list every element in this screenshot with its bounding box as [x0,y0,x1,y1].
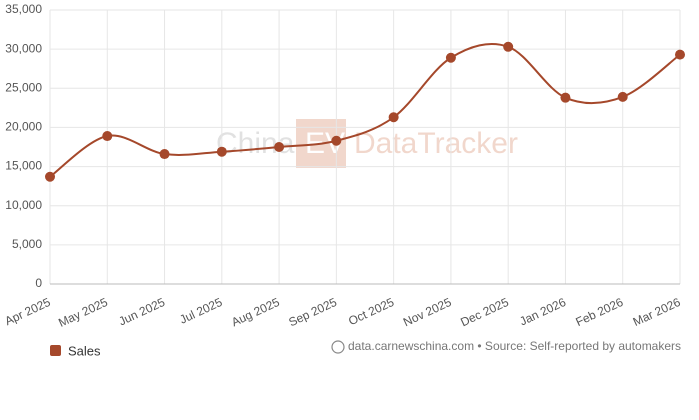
y-tick-label: 10,000 [5,198,42,212]
x-tick-label: Apr 2025 [3,295,53,328]
y-tick-label: 15,000 [5,159,42,173]
x-tick-label: Oct 2025 [346,295,396,328]
point [503,41,514,52]
x-tick-label: Feb 2026 [573,295,625,329]
x-tick-label: Jan 2026 [517,295,568,329]
point [388,112,399,123]
y-tick-label: 0 [35,276,42,290]
point [331,135,342,146]
legend-label: Sales [68,343,101,358]
x-tick-label: Jun 2025 [116,295,167,329]
point [45,171,55,182]
watermark-text: DataTracker [354,127,518,160]
x-tick-label: Jul 2025 [177,295,224,327]
point [617,91,628,102]
point [560,92,571,103]
y-tick-label: 35,000 [5,2,42,16]
x-tick-label: Mar 2026 [631,295,683,329]
point [274,142,285,152]
x-tick-label: Nov 2025 [401,295,454,330]
point [675,49,685,60]
x-tick-label: Dec 2025 [458,295,511,330]
watermark: China EV DataTracker [216,119,518,168]
watermark-text: China [216,127,295,160]
cc-icon [331,340,345,354]
x-tick-label: Aug 2025 [229,295,282,330]
y-tick-label: 20,000 [5,120,42,134]
point [159,149,170,160]
legend-swatch [50,345,61,356]
point [216,146,227,157]
point [445,52,456,63]
y-tick-label: 5,000 [12,237,42,251]
y-tick-label: 30,000 [5,41,42,55]
footer: data.carnewschina.com • Source: Self-rep… [348,339,681,353]
x-tick-label: May 2025 [56,295,110,330]
point [102,131,113,142]
x-tick-label: Sep 2025 [286,295,339,330]
y-tick-label: 25,000 [5,80,42,94]
